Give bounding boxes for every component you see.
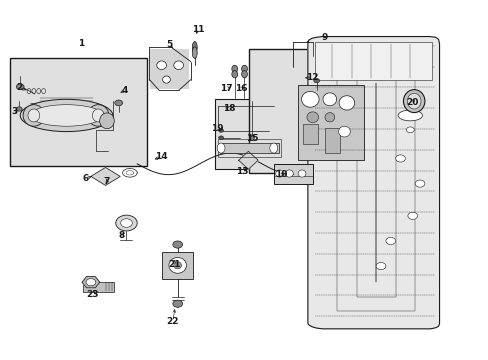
Ellipse shape [231, 65, 237, 72]
Ellipse shape [92, 109, 104, 122]
Text: 12: 12 [306, 73, 318, 82]
Ellipse shape [23, 105, 44, 126]
Ellipse shape [406, 127, 413, 133]
Text: 14: 14 [155, 152, 167, 161]
Ellipse shape [285, 170, 293, 177]
Text: 18: 18 [222, 104, 235, 113]
Ellipse shape [20, 99, 113, 132]
Text: 17: 17 [219, 84, 232, 93]
Text: 1: 1 [78, 39, 84, 48]
Bar [82, 282, 114, 292]
Ellipse shape [385, 237, 395, 244]
Ellipse shape [249, 135, 254, 140]
Ellipse shape [192, 41, 197, 53]
Bar [273, 164, 312, 184]
Ellipse shape [407, 212, 417, 220]
Ellipse shape [313, 78, 319, 83]
Text: 2: 2 [16, 83, 22, 92]
Ellipse shape [192, 47, 197, 58]
Text: 9: 9 [321, 33, 327, 42]
Text: 3: 3 [11, 107, 18, 116]
Ellipse shape [16, 107, 22, 111]
Ellipse shape [231, 71, 237, 78]
Text: 13: 13 [235, 167, 248, 176]
Bar [10, 58, 147, 166]
Text: 20: 20 [406, 98, 418, 107]
Bar [325, 128, 339, 153]
Ellipse shape [16, 84, 24, 90]
Polygon shape [91, 167, 120, 185]
Bar [220, 143, 278, 153]
Ellipse shape [172, 300, 182, 307]
Text: 4: 4 [122, 86, 128, 95]
Ellipse shape [301, 91, 319, 107]
Ellipse shape [116, 215, 137, 231]
Text: 11: 11 [191, 25, 204, 34]
Bar [249, 49, 353, 173]
Ellipse shape [397, 110, 422, 121]
Ellipse shape [275, 170, 283, 177]
Ellipse shape [395, 155, 405, 162]
Ellipse shape [115, 100, 122, 106]
Polygon shape [238, 151, 258, 169]
Ellipse shape [217, 143, 224, 153]
Ellipse shape [28, 109, 40, 122]
Ellipse shape [407, 93, 420, 109]
Text: 8: 8 [118, 231, 124, 240]
Ellipse shape [306, 112, 318, 123]
Ellipse shape [325, 113, 334, 122]
Ellipse shape [162, 76, 170, 83]
Ellipse shape [121, 219, 132, 227]
Text: 21: 21 [168, 260, 180, 269]
Bar [217, 139, 281, 157]
Text: 15: 15 [245, 134, 258, 143]
Ellipse shape [173, 262, 181, 269]
Ellipse shape [403, 90, 424, 113]
Ellipse shape [218, 129, 223, 132]
Ellipse shape [375, 262, 385, 270]
Ellipse shape [414, 180, 424, 187]
Text: 5: 5 [165, 40, 172, 49]
Ellipse shape [338, 126, 349, 137]
Ellipse shape [168, 257, 186, 273]
Ellipse shape [86, 279, 96, 286]
Ellipse shape [298, 170, 305, 177]
Ellipse shape [241, 71, 247, 78]
Ellipse shape [323, 93, 336, 106]
Ellipse shape [338, 96, 354, 110]
Bar [161, 252, 193, 279]
Polygon shape [307, 37, 439, 329]
Ellipse shape [172, 241, 182, 248]
Text: 16: 16 [234, 84, 247, 93]
Ellipse shape [100, 113, 114, 129]
Text: 10: 10 [274, 170, 286, 179]
Ellipse shape [218, 136, 223, 139]
Bar [298, 85, 363, 160]
Ellipse shape [87, 105, 109, 126]
Bar [150, 49, 189, 89]
Text: 6: 6 [83, 174, 89, 183]
Bar [215, 99, 290, 169]
Text: 7: 7 [103, 177, 110, 186]
Text: 23: 23 [86, 290, 99, 299]
Ellipse shape [241, 65, 247, 72]
Bar [303, 125, 317, 144]
Bar [315, 42, 431, 80]
Ellipse shape [173, 61, 183, 69]
Ellipse shape [30, 105, 103, 126]
Ellipse shape [157, 61, 166, 69]
Polygon shape [82, 276, 100, 288]
Ellipse shape [269, 143, 277, 153]
Text: 22: 22 [166, 317, 179, 326]
Text: 19: 19 [211, 123, 224, 132]
